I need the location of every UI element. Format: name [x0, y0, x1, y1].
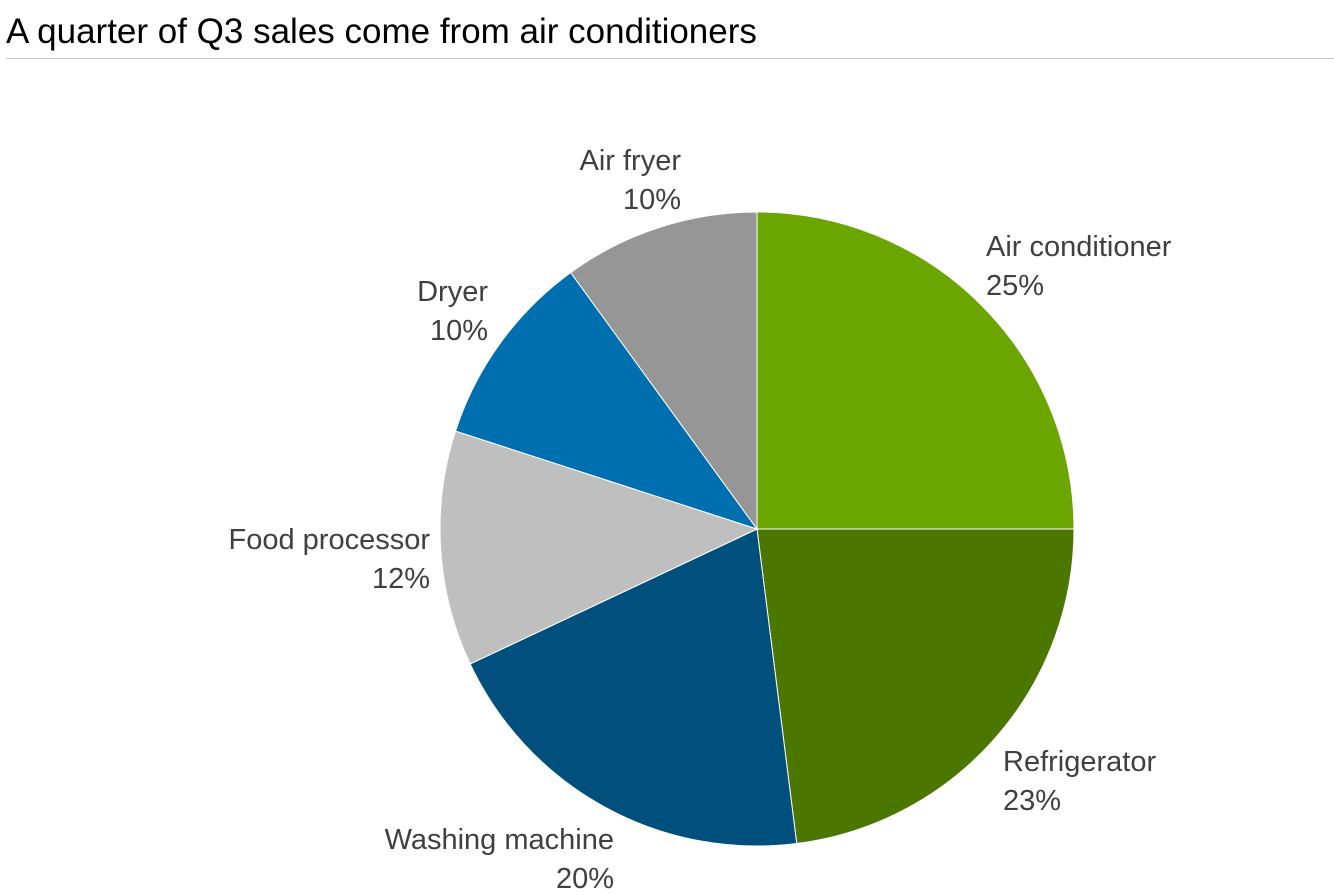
slice-air-conditioner — [756, 211, 1075, 530]
slice-dryer — [454, 271, 759, 530]
slice-label-dryer: Dryer — [417, 276, 488, 308]
slice-refrigerator — [756, 528, 1075, 845]
slice-value-dryer: 10% — [430, 315, 488, 347]
slice-label-air-conditioner: Air conditioner — [986, 231, 1172, 263]
title-divider — [6, 58, 1334, 59]
slice-value-food-processor: 12% — [372, 563, 430, 595]
chart-title: A quarter of Q3 sales come from air cond… — [6, 12, 757, 51]
slice-value-air-fryer: 10% — [623, 184, 681, 216]
slice-food-processor — [439, 430, 759, 665]
slice-label-washing-machine: Washing machine — [385, 824, 614, 856]
slice-label-refrigerator: Refrigerator — [1003, 746, 1156, 778]
slice-label-food-processor: Food processor — [229, 524, 431, 556]
slice-air-fryer — [569, 211, 758, 531]
pie-slices — [439, 211, 1075, 847]
slice-label-air-fryer: Air fryer — [580, 145, 682, 177]
slice-value-air-conditioner: 25% — [986, 270, 1044, 302]
slice-value-refrigerator: 23% — [1003, 785, 1061, 817]
slice-washing-machine — [469, 528, 798, 847]
slice-value-washing-machine: 20% — [556, 863, 614, 895]
pie-labels: Air conditioner 25% Refrigerator 23% Washing… — [229, 145, 1172, 895]
